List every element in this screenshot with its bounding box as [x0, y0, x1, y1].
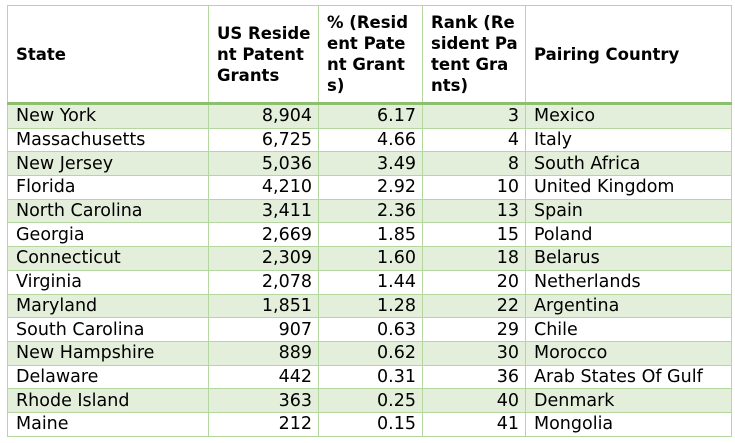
cell-grants: 5,036 [209, 152, 319, 176]
cell-state: Maine [8, 412, 209, 436]
cell-state: New Hampshire [8, 341, 209, 365]
table-row: Virginia2,0781.4420Netherlands [8, 270, 732, 294]
table-row: Massachusetts6,7254.664Italy [8, 128, 732, 152]
cell-percent: 2.36 [319, 199, 423, 223]
cell-state: New York [8, 104, 209, 129]
cell-grants: 8,904 [209, 104, 319, 129]
patent-grants-table: State US Resident Patent Grants % (Resid… [7, 5, 732, 437]
table-header: State US Resident Patent Grants % (Resid… [8, 6, 732, 104]
cell-pairing-country: Mexico [526, 104, 732, 129]
cell-grants: 2,669 [209, 223, 319, 247]
cell-rank: 10 [423, 176, 526, 200]
cell-state: Florida [8, 176, 209, 200]
cell-percent: 0.31 [319, 365, 423, 389]
cell-rank: 20 [423, 270, 526, 294]
cell-grants: 2,309 [209, 247, 319, 271]
cell-rank: 40 [423, 389, 526, 413]
cell-pairing-country: Italy [526, 128, 732, 152]
table-row: Florida4,2102.9210United Kingdom [8, 176, 732, 200]
cell-rank: 22 [423, 294, 526, 318]
header-percent: % (Resident Patent Grants) [319, 6, 423, 104]
table-row: Connecticut2,3091.6018Belarus [8, 247, 732, 271]
cell-state: Delaware [8, 365, 209, 389]
cell-percent: 0.63 [319, 318, 423, 342]
cell-pairing-country: Argentina [526, 294, 732, 318]
table-row: Maryland1,8511.2822Argentina [8, 294, 732, 318]
cell-percent: 3.49 [319, 152, 423, 176]
cell-grants: 1,851 [209, 294, 319, 318]
cell-pairing-country: Denmark [526, 389, 732, 413]
cell-state: Massachusetts [8, 128, 209, 152]
header-pairing-country: Pairing Country [526, 6, 732, 104]
cell-grants: 907 [209, 318, 319, 342]
cell-state: Rhode Island [8, 389, 209, 413]
header-rank: Rank (Resident Patent Grants) [423, 6, 526, 104]
header-grants: US Resident Patent Grants [209, 6, 319, 104]
table-body: New York8,9046.173MexicoMassachusetts6,7… [8, 104, 732, 437]
table-row: New Jersey5,0363.498South Africa [8, 152, 732, 176]
cell-pairing-country: Belarus [526, 247, 732, 271]
table-row: South Carolina9070.6329Chile [8, 318, 732, 342]
table-row: New York8,9046.173Mexico [8, 104, 732, 129]
cell-rank: 41 [423, 412, 526, 436]
cell-rank: 36 [423, 365, 526, 389]
cell-grants: 6,725 [209, 128, 319, 152]
cell-pairing-country: South Africa [526, 152, 732, 176]
cell-state: Maryland [8, 294, 209, 318]
cell-pairing-country: Netherlands [526, 270, 732, 294]
cell-pairing-country: Arab States Of Gulf [526, 365, 732, 389]
cell-rank: 3 [423, 104, 526, 129]
table-row: Rhode Island3630.2540Denmark [8, 389, 732, 413]
header-state: State [8, 6, 209, 104]
cell-rank: 30 [423, 341, 526, 365]
table-row: Delaware4420.3136Arab States Of Gulf [8, 365, 732, 389]
cell-rank: 18 [423, 247, 526, 271]
cell-state: Georgia [8, 223, 209, 247]
cell-rank: 29 [423, 318, 526, 342]
cell-grants: 363 [209, 389, 319, 413]
cell-percent: 0.25 [319, 389, 423, 413]
cell-rank: 4 [423, 128, 526, 152]
cell-grants: 4,210 [209, 176, 319, 200]
cell-pairing-country: United Kingdom [526, 176, 732, 200]
cell-percent: 1.44 [319, 270, 423, 294]
cell-pairing-country: Poland [526, 223, 732, 247]
table-row: Georgia2,6691.8515Poland [8, 223, 732, 247]
cell-pairing-country: Mongolia [526, 412, 732, 436]
cell-grants: 889 [209, 341, 319, 365]
cell-state: New Jersey [8, 152, 209, 176]
cell-grants: 442 [209, 365, 319, 389]
table-row: North Carolina3,4112.3613Spain [8, 199, 732, 223]
cell-pairing-country: Morocco [526, 341, 732, 365]
cell-state: South Carolina [8, 318, 209, 342]
cell-rank: 15 [423, 223, 526, 247]
cell-rank: 8 [423, 152, 526, 176]
cell-percent: 2.92 [319, 176, 423, 200]
cell-percent: 1.85 [319, 223, 423, 247]
cell-grants: 3,411 [209, 199, 319, 223]
cell-percent: 1.60 [319, 247, 423, 271]
cell-percent: 1.28 [319, 294, 423, 318]
cell-percent: 0.62 [319, 341, 423, 365]
cell-percent: 0.15 [319, 412, 423, 436]
table-row: New Hampshire8890.6230Morocco [8, 341, 732, 365]
cell-pairing-country: Chile [526, 318, 732, 342]
cell-grants: 212 [209, 412, 319, 436]
cell-percent: 4.66 [319, 128, 423, 152]
table-row: Maine2120.1541Mongolia [8, 412, 732, 436]
cell-rank: 13 [423, 199, 526, 223]
cell-percent: 6.17 [319, 104, 423, 129]
cell-state: Virginia [8, 270, 209, 294]
cell-state: Connecticut [8, 247, 209, 271]
cell-grants: 2,078 [209, 270, 319, 294]
cell-pairing-country: Spain [526, 199, 732, 223]
cell-state: North Carolina [8, 199, 209, 223]
header-row: State US Resident Patent Grants % (Resid… [8, 6, 732, 104]
